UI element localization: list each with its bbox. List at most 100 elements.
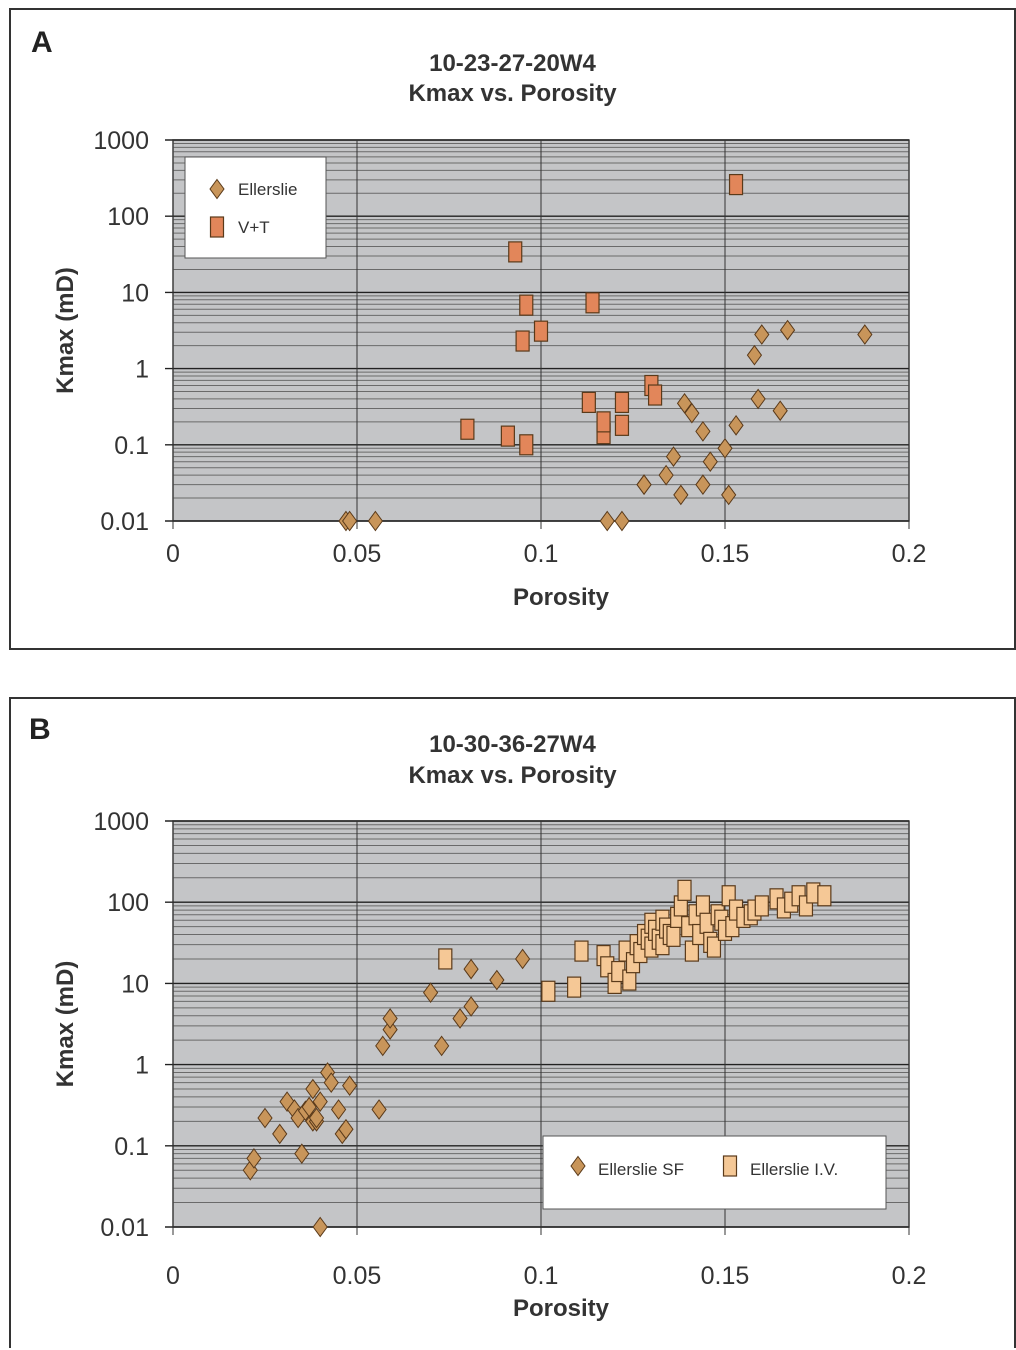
y-tick-label: 1000 [93, 127, 149, 155]
data-point-diamond [367, 510, 384, 532]
data-point-diamond [750, 388, 766, 410]
data-point-diamond [323, 1072, 339, 1093]
data-point-diamond [463, 958, 479, 980]
data-point-diamond [257, 1107, 273, 1129]
x-tick-label: 0.1 [524, 1262, 559, 1290]
legend-label: V+T [238, 218, 270, 237]
series-diamond [338, 319, 873, 532]
series-square [438, 879, 832, 1002]
data-point-diamond [636, 474, 652, 495]
x-tick-label: 0 [166, 1262, 180, 1290]
data-point-diamond [695, 421, 711, 442]
y-tick-label: 0.1 [114, 1133, 149, 1161]
data-point-square [508, 241, 523, 263]
y-tick-label: 100 [107, 889, 149, 917]
panel-label: B [29, 713, 51, 746]
data-point-diamond [658, 464, 674, 486]
legend-marker-diamond [570, 1155, 586, 1177]
data-point-diamond [695, 474, 711, 495]
data-point-square [438, 948, 453, 970]
legend-marker-diamond [209, 178, 225, 200]
legend-label: Ellerslie I.V. [750, 1160, 838, 1179]
data-point-square [706, 936, 722, 958]
data-point-square [500, 425, 515, 447]
legend-box [184, 156, 327, 259]
data-point-square [567, 976, 582, 998]
legend-marker-square [209, 216, 225, 238]
data-point-square [614, 414, 630, 436]
x-axis-title: Porosity [513, 1295, 610, 1322]
legend-box [542, 1135, 887, 1210]
data-point-square [519, 294, 534, 316]
x-tick-label: 0.15 [701, 540, 750, 568]
chart-svg: 0.01 0.1 1 10 100 1000 0 0.05 0.1 0.15 0.2 Porosity… [52, 808, 926, 1322]
data-point-diamond [246, 1148, 262, 1169]
y-tick-label: 0.1 [114, 432, 149, 460]
data-point-diamond [717, 437, 733, 459]
x-tick-label: 0 [166, 540, 180, 568]
data-point-diamond [684, 402, 700, 424]
data-point-square [515, 330, 530, 352]
y-axis-title: Kmax (mD) [52, 961, 79, 1088]
data-point-square [533, 320, 549, 342]
y-tick-label: 1000 [93, 808, 149, 836]
data-point-square [684, 940, 699, 962]
data-point-diamond [754, 324, 770, 345]
x-tick-label: 0.15 [701, 1262, 750, 1290]
x-tick-label: 0.05 [333, 540, 382, 568]
chart-panel-a: A 10-23-27-20W4 Kmax vs. Porosity 0.01 0.… [9, 8, 1016, 650]
data-point-diamond [422, 982, 439, 1003]
data-point-diamond [673, 484, 689, 506]
data-point-square [647, 384, 663, 406]
x-tick-label: 0.2 [892, 540, 927, 568]
data-point-diamond [342, 510, 358, 532]
data-point-diamond [375, 1035, 391, 1057]
y-tick-label: 10 [121, 279, 149, 307]
series-diamond [242, 948, 531, 1238]
data-point-square [596, 411, 611, 433]
y-tick-label: 100 [107, 203, 149, 231]
data-point-diamond [779, 319, 796, 341]
data-point-square [614, 391, 630, 414]
data-point-square [817, 885, 832, 907]
data-point-square [585, 292, 600, 314]
x-tick-label: 0.1 [524, 540, 559, 568]
data-point-diamond [614, 510, 630, 532]
data-point-square [666, 925, 681, 947]
data-point-diamond [272, 1123, 288, 1145]
data-point-diamond [305, 1078, 321, 1100]
x-axis-title: Porosity [513, 584, 610, 611]
panel-label: A [31, 26, 53, 59]
data-point-square [541, 980, 556, 1002]
data-point-diamond [338, 1118, 354, 1140]
data-point-diamond [382, 1019, 398, 1040]
data-point-square [574, 940, 589, 962]
chart-svg: 0.01 0.1 1 10 100 1000 0 0.05 0.1 0.15 0.2 Porosity… [52, 127, 927, 611]
data-point-diamond [721, 484, 737, 506]
chart-panel-b: B 10-30-36-27W4 Kmax vs. Porosity 0.01 0.… [9, 697, 1016, 1348]
data-point-diamond [371, 1099, 387, 1120]
data-point-diamond [452, 1008, 468, 1029]
data-point-diamond [702, 451, 718, 473]
y-axis-title: Kmax (mD) [52, 267, 79, 394]
data-point-diamond [772, 400, 788, 422]
data-point-diamond [514, 948, 531, 970]
data-point-diamond [342, 1075, 358, 1097]
data-point-diamond [489, 969, 505, 991]
y-tick-label: 0.01 [100, 508, 149, 536]
data-point-square [519, 434, 534, 456]
y-tick-label: 0.01 [100, 1214, 149, 1242]
y-tick-label: 1 [135, 356, 149, 384]
data-point-square [754, 895, 769, 917]
data-point-diamond [665, 446, 682, 467]
legend-label: Ellerslie SF [598, 1160, 684, 1179]
data-point-square [728, 173, 744, 196]
y-tick-label: 10 [121, 970, 149, 998]
data-point-diamond [294, 1143, 310, 1165]
data-point-diamond [746, 344, 763, 366]
data-point-diamond [857, 324, 873, 345]
legend-marker-square [722, 1155, 738, 1177]
data-point-square [460, 418, 475, 440]
data-point-diamond [599, 510, 615, 532]
data-point-square [581, 391, 596, 414]
